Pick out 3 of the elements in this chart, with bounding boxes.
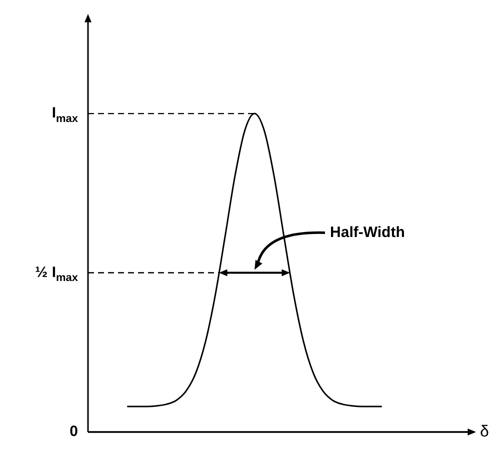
ref-line-label: 0: [70, 423, 78, 440]
annotation: Half-Width: [330, 224, 405, 241]
x-axis-title: δ: [480, 423, 489, 440]
